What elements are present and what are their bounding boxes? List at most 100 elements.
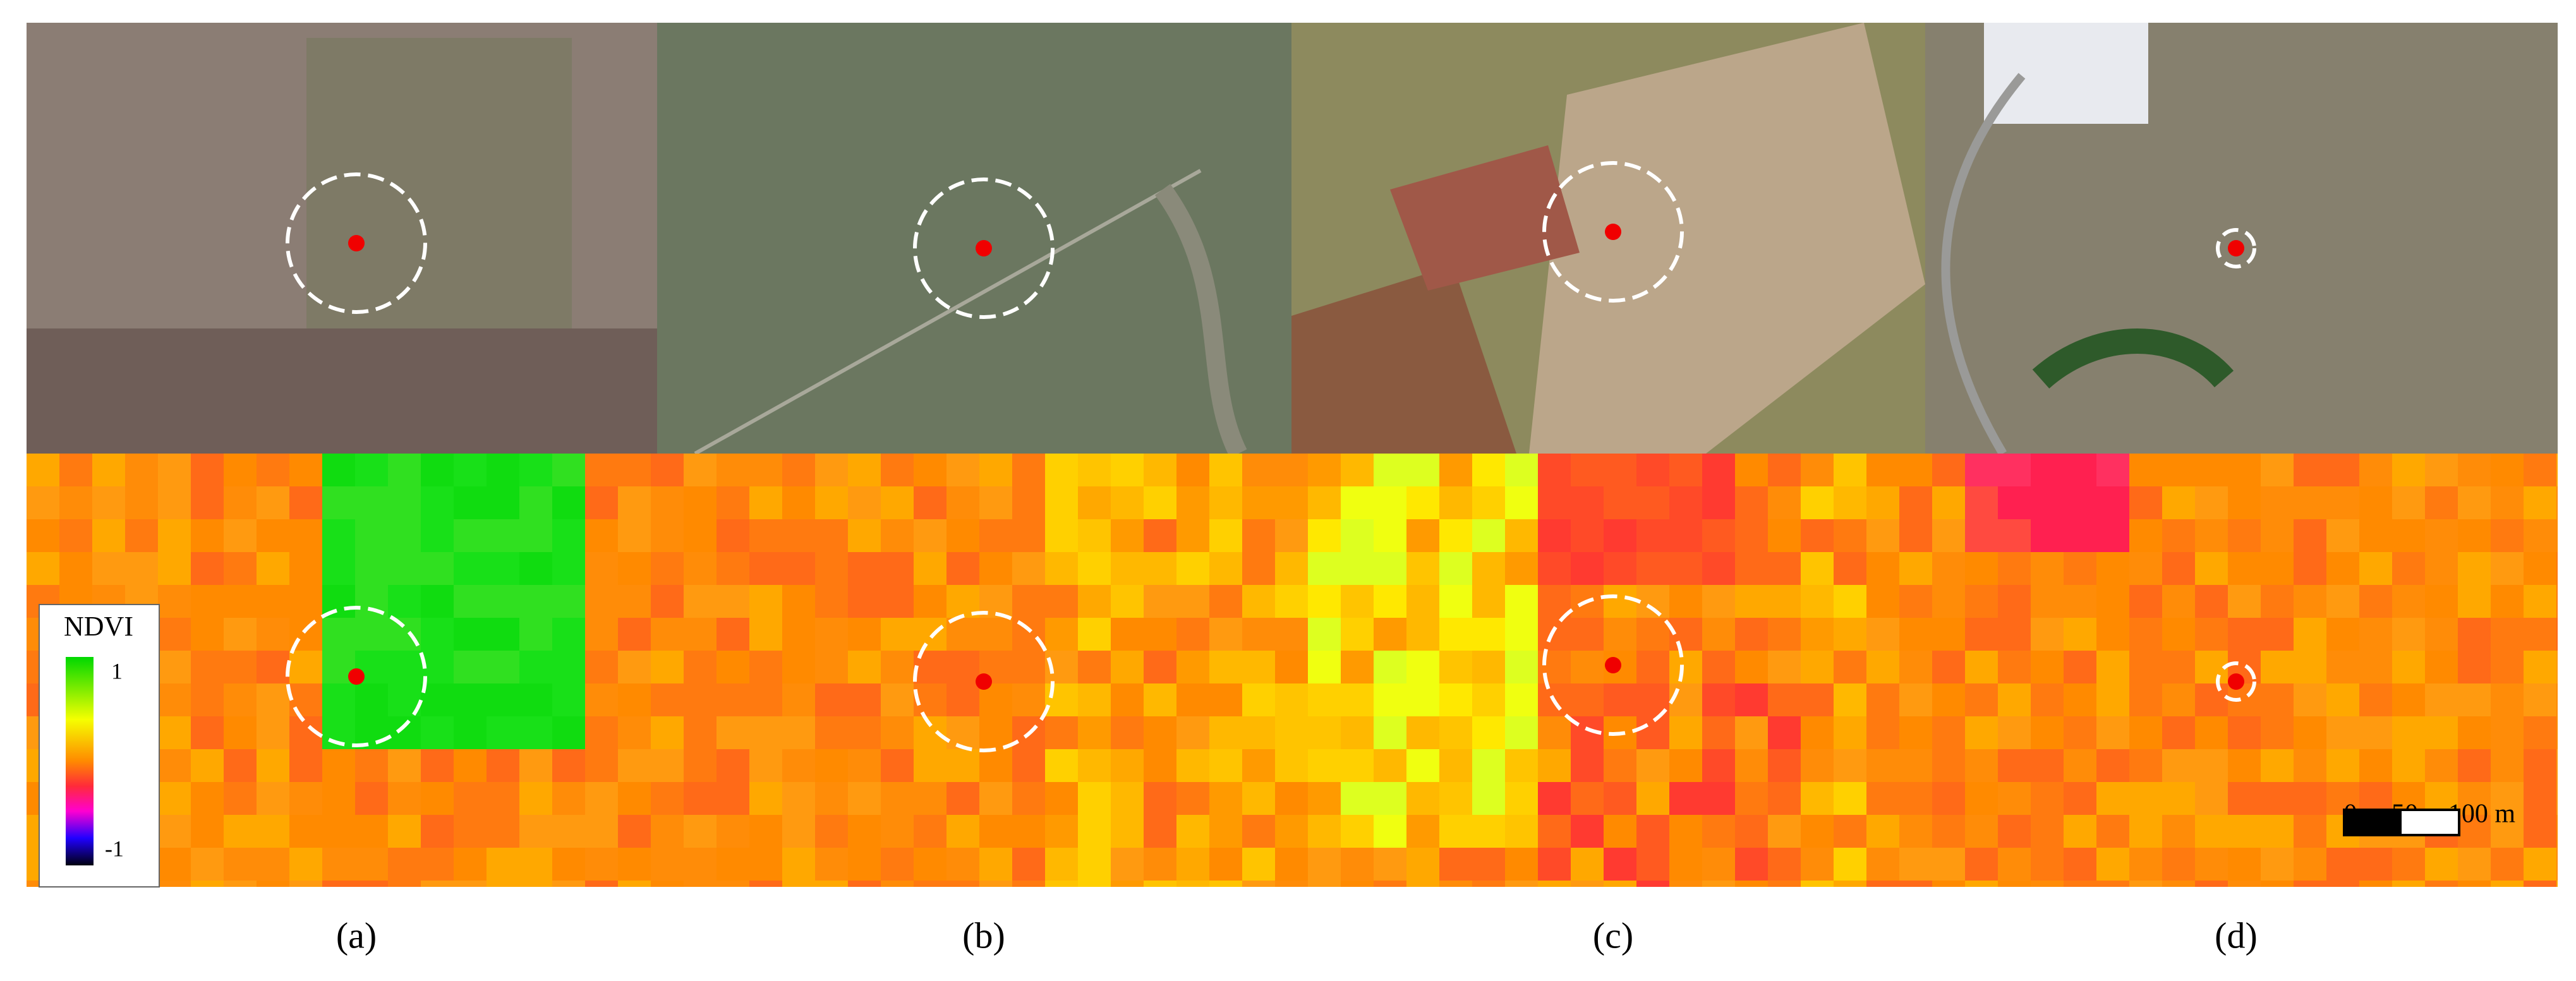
ndvi-pixel — [355, 454, 389, 487]
ndvi-pixel — [848, 848, 881, 881]
ndvi-pixel — [618, 618, 651, 651]
ndvi-pixel — [421, 552, 454, 586]
ndvi-pixel — [618, 651, 651, 684]
ndvi-pixel — [914, 552, 947, 586]
ndvi-pixel — [2162, 486, 2196, 520]
ndvi-pixel — [1045, 585, 1079, 618]
ndvi-pixel — [2096, 881, 2130, 887]
ndvi-pixel — [552, 651, 586, 684]
ndvi-pixel — [1702, 486, 1736, 520]
ndvi-pixel — [27, 454, 60, 487]
ndvi-pixel — [1932, 454, 1966, 487]
ndvi-pixel — [2129, 519, 2163, 553]
ndvi-pixel — [388, 848, 421, 881]
ndvi-pixel — [1111, 486, 1144, 520]
ndvi-pixel — [2425, 486, 2458, 520]
ndvi-pixel — [2556, 618, 2558, 651]
ndvi-pixel — [2524, 651, 2557, 684]
ndvi-pixel — [1636, 651, 1670, 684]
ndvi-pixel — [1374, 618, 1407, 651]
ndvi-pixel — [717, 454, 750, 487]
ndvi-pixel — [2162, 618, 2196, 651]
ndvi-pixel — [1505, 552, 1539, 586]
ndvi-pixel — [2031, 716, 2064, 750]
ndvi-pixel — [289, 749, 323, 783]
ndvi-pixel — [2228, 585, 2261, 618]
ndvi-pixel — [1604, 683, 1637, 717]
ndvi-pixel — [1899, 486, 1933, 520]
ndvi-pixel — [651, 848, 684, 881]
ndvi-pixel — [1932, 585, 1966, 618]
overlays — [286, 161, 2256, 752]
ndvi-pixel — [1768, 519, 1801, 553]
ndvi-pixel — [848, 486, 881, 520]
ndvi-pixel — [92, 552, 126, 586]
ndvi-pixel — [1111, 716, 1144, 750]
ndvi-pixel — [651, 683, 684, 717]
ndvi-pixel — [2064, 519, 2097, 553]
ndvi-pixel — [881, 881, 914, 887]
field — [1529, 23, 1925, 454]
ndvi-pixel — [1111, 618, 1144, 651]
ndvi-pixel — [1899, 782, 1933, 815]
ndvi-pixel — [1998, 782, 2031, 815]
ndvi-pixel — [1078, 486, 1111, 520]
ndvi-pixel — [1965, 716, 1999, 750]
ndvi-pixel — [1505, 486, 1539, 520]
ndvi-pixel — [1538, 749, 1571, 783]
ndvi-pixel — [881, 454, 914, 487]
ndvi-pixel — [1702, 683, 1736, 717]
ndvi-pixel — [2556, 782, 2558, 815]
ndvi-pixel — [1604, 815, 1637, 848]
ndvi-pixel — [1801, 651, 1834, 684]
ndvi-pixel — [1866, 486, 1900, 520]
ndvi-pixel — [1768, 683, 1801, 717]
ndvi-pixel — [1275, 552, 1309, 586]
ndvi-pixel — [454, 815, 487, 848]
ndvi-pixel — [1571, 618, 1604, 651]
ndvi-pixel — [552, 454, 586, 487]
ndvi-pixel — [2458, 585, 2491, 618]
ndvi-pixel — [1472, 683, 1506, 717]
sample-point — [348, 668, 365, 685]
ndvi-pixel — [2228, 486, 2261, 520]
ndvi-pixel — [158, 486, 191, 520]
ndvi-pixel — [289, 683, 323, 717]
ndvi-pixel — [815, 782, 849, 815]
ndvi-pixel — [1242, 552, 1276, 586]
ndvi-pixel — [618, 782, 651, 815]
ndvi-pixel — [388, 585, 421, 618]
ndvi-pixel — [2129, 815, 2163, 848]
ndvi-pixel — [1406, 848, 1440, 881]
ndvi-pixel — [1834, 749, 1867, 783]
ndvi-pixel — [2524, 519, 2557, 553]
ndvi-pixel — [1834, 651, 1867, 684]
ndvi-pixel — [717, 486, 750, 520]
ndvi-pixel — [1735, 454, 1769, 487]
ndvi-pixel — [2326, 651, 2360, 684]
ndvi-pixel — [914, 848, 947, 881]
ndvi-pixel — [2491, 848, 2524, 881]
ndvi-pixel — [2556, 815, 2558, 848]
ndvi-pixel — [92, 454, 126, 487]
ndvi-pixel — [2195, 454, 2228, 487]
ndvi-pixel — [552, 585, 586, 618]
ndvi-pixel — [388, 881, 421, 887]
ndvi-pixel — [914, 618, 947, 651]
ndvi-pixel — [2556, 519, 2558, 553]
ndvi-pixel — [1998, 585, 2031, 618]
ndvi-pixel — [1866, 683, 1900, 717]
ndvi-pixel — [1768, 651, 1801, 684]
panel-label: (d) — [2215, 915, 2258, 956]
ndvi-pixel — [1866, 881, 1900, 887]
ndvi-pixel — [2392, 552, 2426, 586]
ndvi-pixel — [454, 618, 487, 651]
ndvi-pixel — [2294, 454, 2327, 487]
ndvi-pixel — [519, 749, 553, 783]
ndvi-pixel — [1571, 552, 1604, 586]
ndvi-pixel — [2294, 486, 2327, 520]
ndvi-pixel — [1834, 716, 1867, 750]
ndvi-pixel — [2392, 486, 2426, 520]
ndvi-pixel — [2491, 716, 2524, 750]
ndvi-pixel — [191, 749, 224, 783]
